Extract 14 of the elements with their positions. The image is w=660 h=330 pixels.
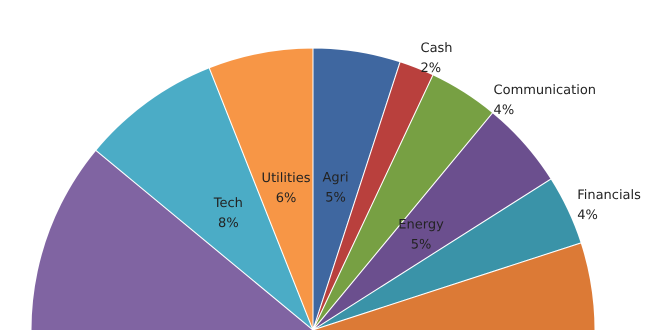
slice-label: Utilities	[262, 171, 311, 186]
data-label: 4%	[577, 208, 598, 224]
slice-label: Cash	[420, 41, 453, 56]
data-label: 2%	[420, 61, 442, 76]
slice-label: Agri	[322, 170, 349, 186]
data-label: 5%	[410, 237, 432, 252]
data-label: 6%	[276, 191, 296, 206]
slice-label: Energy	[398, 217, 444, 232]
slice-label: Communication	[494, 83, 596, 98]
slice-label: Financials	[577, 188, 642, 204]
slice-label: Tech	[212, 196, 243, 211]
data-label: 5%	[325, 190, 346, 206]
data-label: 8%	[218, 216, 239, 231]
data-label: 4%	[494, 103, 514, 118]
